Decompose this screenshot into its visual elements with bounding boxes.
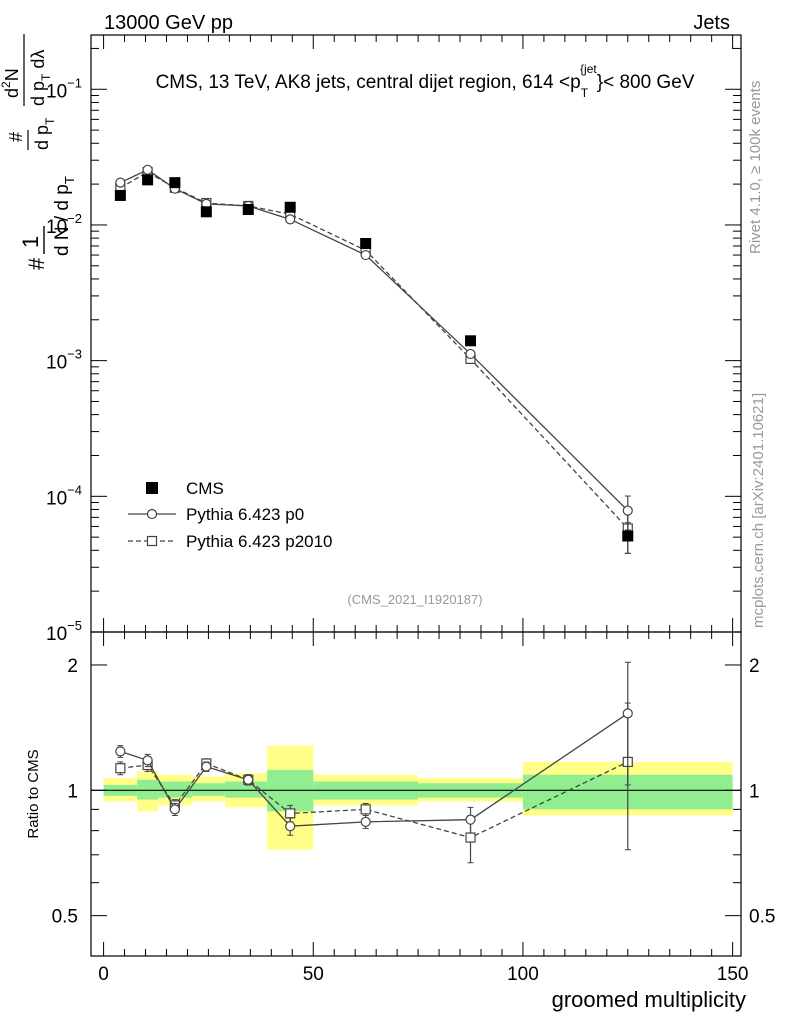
- data-point: [169, 804, 180, 815]
- band-green: [137, 779, 159, 800]
- ratio-series: [115, 661, 633, 864]
- data-point: [142, 755, 153, 766]
- data-point: [622, 530, 634, 542]
- rivet-version-label: Rivet 4.1.0, ≥ 100k events: [747, 81, 764, 254]
- data-point: [622, 708, 633, 719]
- data-point: [284, 201, 296, 213]
- data-point: [115, 746, 126, 757]
- data-point: [360, 237, 372, 249]
- header-left: 13000 GeV pp: [104, 12, 233, 34]
- data-point: [243, 774, 254, 785]
- legend-entry: Pythia 6.423 p2010: [186, 532, 333, 551]
- ratio-y-tick-label-left: 2: [67, 656, 78, 677]
- data-point: [285, 808, 296, 819]
- analysis-watermark: (CMS_2021_I1920187): [347, 592, 482, 607]
- main-y-tick-labels: 10−5 10−4 10−3 10−2 10−1: [46, 75, 82, 645]
- ratio-y-tick-label-right: 1: [749, 781, 760, 802]
- ratio-y-tick-label-left: 0.5: [52, 907, 78, 928]
- ratio-y-axis-label: Ratio to CMS: [25, 749, 42, 838]
- data-point: [201, 761, 212, 772]
- legend-entry: Pythia 6.423 p0: [186, 505, 304, 524]
- main-y-axis-label: # 1 d N / d pT # d pT d2N d pT dλ: [0, 34, 77, 270]
- series-line: [120, 761, 629, 839]
- data-point: [285, 214, 296, 225]
- y-tick-label: 10−2: [46, 211, 82, 238]
- svg-text:d pT: d pT: [32, 117, 57, 150]
- data-point: [622, 505, 633, 516]
- data-point: [360, 816, 371, 827]
- svg-text:#: #: [6, 132, 26, 142]
- x-tick-label: 100: [507, 964, 539, 985]
- main-series: [114, 164, 634, 554]
- data-point: [465, 348, 476, 360]
- data-point: [200, 206, 212, 218]
- ratio-y-tick-label-left: 1: [67, 781, 78, 802]
- header-right: Jets: [693, 12, 730, 34]
- data-point: [465, 814, 476, 825]
- x-tick-label: 50: [303, 964, 324, 985]
- y-tick-label: 10−1: [46, 75, 82, 102]
- mcplots-label: mcplots.cern.ch [arXiv:2401.10621]: [750, 393, 767, 628]
- x-axis-label: groomed multiplicity: [552, 987, 746, 1012]
- x-tick-label: 0: [98, 964, 109, 985]
- main-title: CMS, 13 TeV, AK8 jets, central dijet reg…: [156, 62, 695, 100]
- legend-marker-p2010: [146, 535, 158, 547]
- y-tick-label: 10−4: [46, 482, 82, 509]
- svg-text:d N / d pT: d N / d pT: [52, 176, 77, 256]
- svg-text:#: #: [24, 257, 49, 270]
- data-point: [242, 203, 254, 215]
- y-tick-label: 10−5: [46, 618, 82, 645]
- svg-text:d2N: d2N: [0, 68, 22, 98]
- data-point: [115, 763, 126, 774]
- data-point: [465, 335, 477, 347]
- x-tick-labels: 0 50 100 150: [98, 964, 748, 985]
- ratio-uncertainty-bands: [91, 745, 741, 850]
- data-point: [285, 821, 296, 832]
- main-panel: 10−5 10−4 10−3 10−2 10−1 (CMS_2021_I1920187)…: [0, 34, 742, 645]
- data-point: [142, 164, 153, 175]
- svg-text:1: 1: [18, 236, 43, 248]
- ratio-y-tick-label-right: 2: [749, 656, 760, 677]
- series-line: [120, 171, 629, 529]
- legend-marker-cms: [146, 482, 158, 494]
- data-point: [169, 177, 181, 189]
- data-point: [360, 249, 371, 261]
- data-point: [465, 832, 476, 843]
- main-axis-ticks: [91, 35, 741, 633]
- data-point: [115, 177, 126, 188]
- x-tick-label: 150: [717, 964, 749, 985]
- series-line: [120, 169, 629, 512]
- ratio-frame: [90, 631, 742, 957]
- data-point: [114, 189, 126, 201]
- ratio-panel: 0.5 0.5 1 1 2 2 0 50 100 150 Ratio to CMS groome…: [25, 631, 776, 1012]
- legend-entry: CMS: [186, 479, 224, 498]
- band-green: [191, 783, 226, 796]
- ratio-y-tick-labels: 0.5 0.5 1 1 2 2: [52, 656, 776, 928]
- ratio-y-tick-label-right: 0.5: [749, 907, 775, 928]
- data-point: [142, 174, 154, 186]
- data-point: [360, 804, 371, 815]
- legend: CMS Pythia 6.423 p0 Pythia 6.423 p2010: [128, 479, 333, 551]
- legend-marker-p0: [146, 508, 158, 520]
- y-tick-label: 10−3: [46, 347, 82, 374]
- band-green: [225, 781, 268, 798]
